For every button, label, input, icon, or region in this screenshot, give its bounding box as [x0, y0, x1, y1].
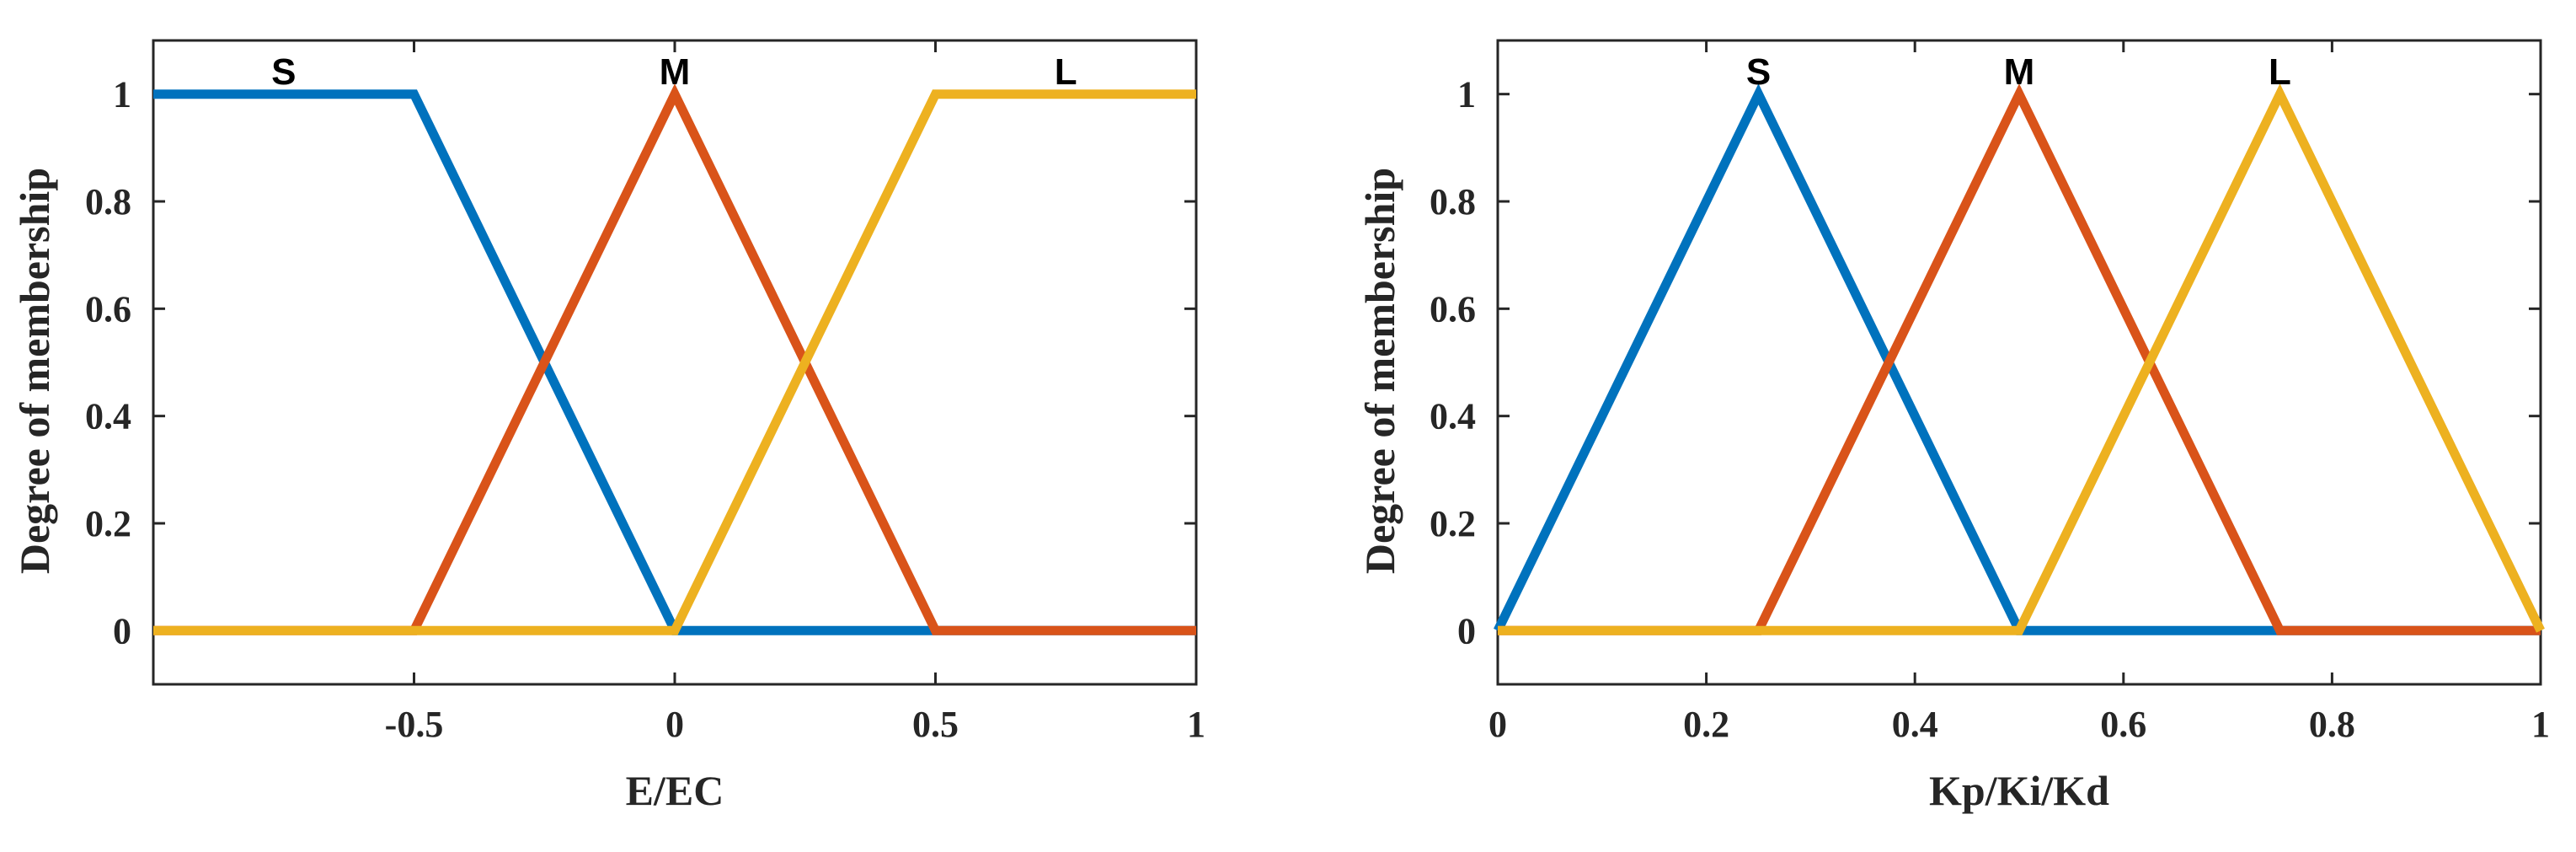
y-tick-label: 0	[113, 610, 131, 651]
mf-label-m: M	[2004, 51, 2035, 93]
mf-label-l: L	[2269, 51, 2291, 93]
x-tick-label: 0.2	[1683, 704, 1729, 745]
mf-label-l: L	[1055, 51, 1077, 93]
mf-label-s: S	[271, 51, 296, 93]
series-line-l	[1498, 83, 2545, 635]
y-tick-label: 1	[113, 74, 131, 115]
y-tick-label: 0	[1457, 610, 1476, 651]
y-tick-label: 0.4	[85, 396, 131, 437]
chart-left-e-ec: 0 0.2 0.4 0.6 0.8 1 -0.5 0 0.5 1 S M L E/EC Degree of …	[11, 39, 1205, 814]
x-axis-title: E/EC	[626, 767, 724, 814]
x-tick-label: 0.8	[2309, 704, 2355, 745]
y-tick-label: 0.4	[1430, 396, 1476, 437]
y-tick-label: 0.6	[1430, 288, 1476, 330]
x-axis-title: Kp/Ki/Kd	[1929, 767, 2109, 814]
x-tick-label: 1	[1187, 704, 1205, 745]
x-tick-label: 0.5	[912, 704, 959, 745]
y-axis-title: Degree of membership	[11, 168, 58, 574]
series-line-m	[1498, 83, 2541, 635]
series-line-l	[153, 89, 1196, 635]
axes-frame	[1496, 39, 2542, 686]
series-line-s	[153, 89, 1196, 635]
x-tick-label: 0.6	[2100, 704, 2146, 745]
axes-frame	[152, 39, 1198, 686]
y-tick-label: 0.8	[1430, 181, 1476, 222]
y-tick-label: 0.8	[85, 181, 131, 222]
x-tick-label: 0	[1488, 704, 1507, 745]
x-tick-label: -0.5	[385, 704, 444, 745]
y-axis-title: Degree of membership	[1356, 168, 1403, 574]
mf-label-m: M	[660, 51, 691, 93]
x-tick-label: 0	[665, 704, 684, 745]
y-tick-label: 0.6	[85, 288, 131, 330]
x-tick-label: 0.4	[1892, 704, 1938, 745]
mf-label-s: S	[1746, 51, 1771, 93]
y-tick-label: 1	[1457, 74, 1476, 115]
series-line-s	[1494, 83, 2541, 635]
series-line-m	[153, 83, 1196, 635]
chart-right-kp-ki-kd: 0 0.2 0.4 0.6 0.8 1 0 0.2 0.4 0.6 0.8 1 S M L Kp/Ki/Kd D…	[1356, 39, 2550, 814]
x-tick-label: 1	[2531, 704, 2550, 745]
y-tick-label: 0.2	[85, 503, 131, 544]
y-tick-label: 0.2	[1430, 503, 1476, 544]
